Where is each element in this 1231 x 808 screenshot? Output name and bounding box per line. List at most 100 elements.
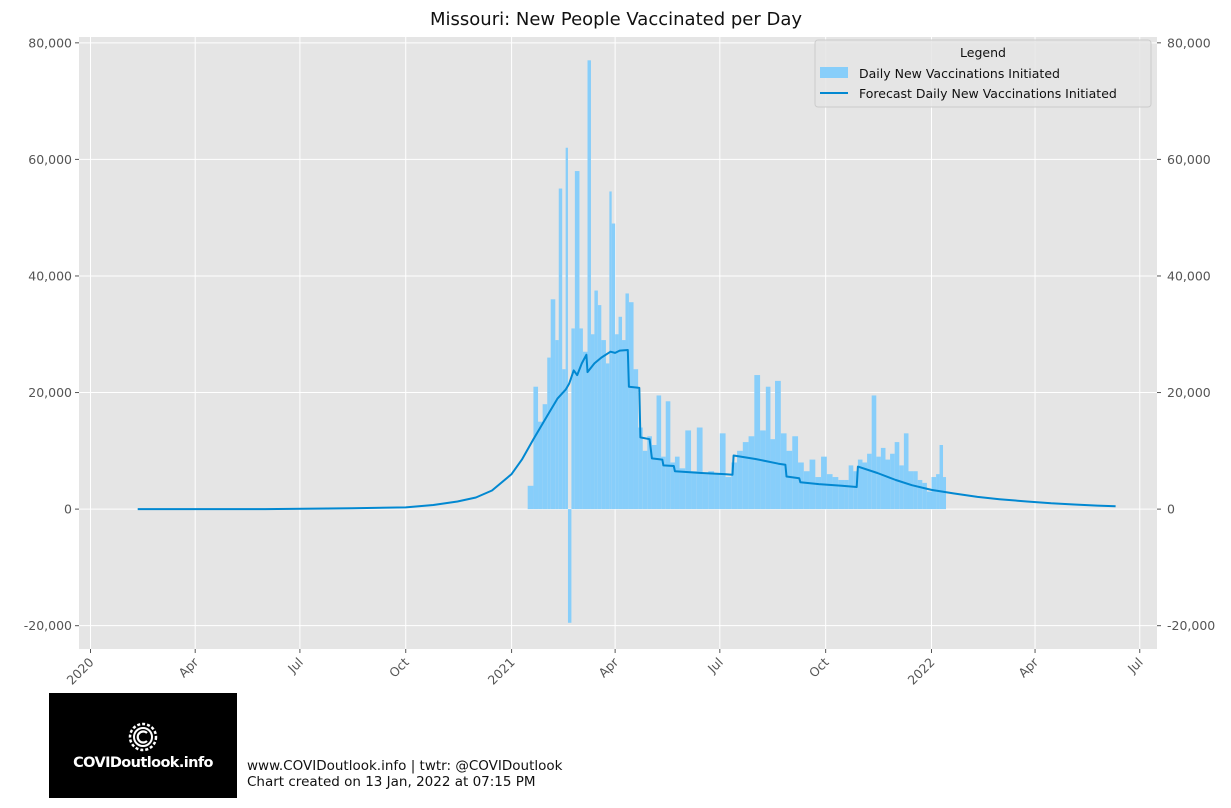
daily-vaccinations-bar — [615, 334, 619, 510]
chart: Missouri: New People Vaccinated per Day … — [24, 9, 1216, 688]
daily-vaccinations-bar — [597, 305, 602, 510]
x-tick-label: Apr — [175, 654, 202, 681]
daily-vaccinations-bar — [748, 436, 755, 510]
daily-vaccinations-bar — [555, 340, 559, 510]
daily-vaccinations-bar — [625, 293, 629, 510]
y-tick-label: -20,000 — [24, 618, 72, 633]
daily-vaccinations-bar — [899, 465, 904, 510]
chart-title: Missouri: New People Vaccinated per Day — [430, 9, 802, 30]
x-tick-label: 2022 — [905, 655, 938, 688]
daily-vaccinations-bar — [760, 430, 766, 510]
daily-vaccinations-bar — [527, 485, 534, 510]
y-tick-label-right: 0 — [1167, 502, 1175, 517]
daily-vaccinations-bar — [719, 433, 726, 510]
daily-vaccinations-bar — [853, 471, 858, 510]
x-tick-label: Jul — [704, 655, 726, 677]
daily-vaccinations-bar — [656, 395, 662, 510]
x-tick-label: Oct — [386, 654, 412, 680]
y-tick-label: 40,000 — [28, 268, 72, 283]
daily-vaccinations-bar — [737, 450, 743, 510]
covidoutlook-logo: COVIDoutlook.info — [49, 693, 237, 798]
x-tick-label: Oct — [806, 654, 832, 680]
y-axis-left: 80,000 60,000 40,000 20,000 0 -20,000 — [24, 35, 79, 633]
daily-vaccinations-bar — [943, 477, 947, 510]
daily-vaccinations-bar — [571, 328, 575, 510]
daily-vaccinations-bar — [622, 340, 626, 510]
daily-vaccinations-bar — [628, 302, 634, 510]
daily-vaccinations-bar — [765, 386, 771, 510]
daily-vaccinations-bar — [647, 436, 652, 510]
daily-vaccinations-bar — [939, 445, 944, 510]
daily-vaccinations-bar — [696, 427, 703, 510]
daily-vaccinations-bar — [880, 447, 886, 510]
x-tick-label: 2021 — [485, 655, 518, 688]
daily-vaccinations-bar — [876, 456, 881, 510]
daily-vaccinations-bar — [674, 456, 680, 510]
daily-vaccinations-bar — [871, 395, 877, 510]
y-tick-label-right: 20,000 — [1167, 385, 1211, 400]
daily-vaccinations-bar — [908, 471, 914, 510]
x-tick-label: Jul — [1124, 655, 1146, 677]
daily-vaccinations-bar — [803, 471, 810, 510]
daily-vaccinations-bar — [579, 328, 583, 510]
daily-vaccinations-bar — [821, 456, 827, 510]
daily-vaccinations-bar — [913, 471, 918, 510]
chart-credits: www.COVIDoutlook.info | twtr: @COVIDoutl… — [247, 758, 562, 790]
daily-vaccinations-bar — [922, 482, 927, 510]
daily-vaccinations-bar — [885, 459, 891, 510]
daily-vaccinations-bar — [702, 474, 709, 510]
daily-vaccinations-bar — [708, 471, 715, 510]
daily-vaccinations-bar — [590, 334, 595, 510]
daily-vaccinations-bar — [754, 375, 761, 510]
daily-vaccinations-bar — [775, 380, 781, 510]
daily-vaccinations-bar — [633, 369, 639, 510]
x-tick-label: 2020 — [64, 654, 97, 687]
daily-vaccinations-bar — [725, 477, 732, 510]
forecast-line — [137, 349, 1116, 511]
daily-vaccinations-bar — [926, 491, 932, 510]
daily-vaccinations-bar — [562, 369, 566, 510]
daily-vaccinations-bar — [862, 462, 868, 510]
legend-title: Legend — [960, 45, 1006, 60]
credits-created-date: Chart created on 13 Jan, 2022 at 07:15 P… — [247, 774, 536, 790]
daily-vaccinations-bar — [714, 474, 720, 510]
daily-vaccinations-bar — [792, 436, 799, 510]
y-tick-label: 20,000 — [28, 385, 72, 400]
daily-vaccinations-bar — [786, 450, 793, 510]
daily-vaccinations-bar — [601, 340, 606, 510]
legend-bar-swatch — [820, 67, 848, 78]
y-tick-label: 0 — [64, 502, 72, 517]
daily-vaccinations-bar — [547, 357, 551, 510]
daily-vaccinations-bar — [838, 479, 845, 510]
daily-vaccinations-bar — [594, 290, 598, 510]
daily-vaccinations-bar — [618, 316, 623, 510]
daily-vaccinations-bar — [857, 459, 863, 510]
daily-vaccinations-bar — [611, 223, 616, 510]
daily-vaccinations-bar — [565, 147, 568, 510]
y-axis-right: 80,000 60,000 40,000 20,000 0 -20,000 — [1157, 35, 1215, 633]
x-axis: 2020 Apr Jul Oct 2021 Apr Jul Oct 2022 Apr Jul — [64, 649, 1146, 688]
y-tick-label-right: -20,000 — [1167, 618, 1215, 633]
daily-vaccinations-bar — [742, 442, 749, 510]
daily-vaccinations-bar — [890, 453, 895, 510]
daily-vaccinations-bar — [533, 386, 539, 510]
virus-icon — [128, 722, 158, 752]
x-tick-label: Apr — [1015, 654, 1042, 681]
daily-vaccinations-bar — [605, 363, 610, 510]
daily-vaccinations-bar — [798, 462, 804, 510]
daily-vaccinations-bar — [558, 188, 563, 510]
daily-vaccinations-bar — [574, 171, 580, 510]
y-tick-label: 80,000 — [28, 35, 72, 50]
daily-vaccinations-bar — [638, 427, 643, 510]
daily-vaccinations-bar — [651, 445, 657, 510]
forecast-line-series — [137, 349, 1116, 511]
daily-vaccinations-bar — [931, 477, 937, 510]
legend: Legend Daily New Vaccinations Initiated … — [814, 39, 1152, 108]
daily-vaccinations-bar — [867, 453, 872, 510]
daily-vaccinations-bar — [685, 430, 692, 510]
daily-vaccinations-bar — [609, 191, 612, 510]
daily-vaccinations-bar — [642, 450, 648, 510]
daily-vaccinations-bar — [780, 433, 787, 510]
y-tick-label-right: 60,000 — [1167, 152, 1211, 167]
daily-vaccinations-bar — [832, 477, 839, 510]
